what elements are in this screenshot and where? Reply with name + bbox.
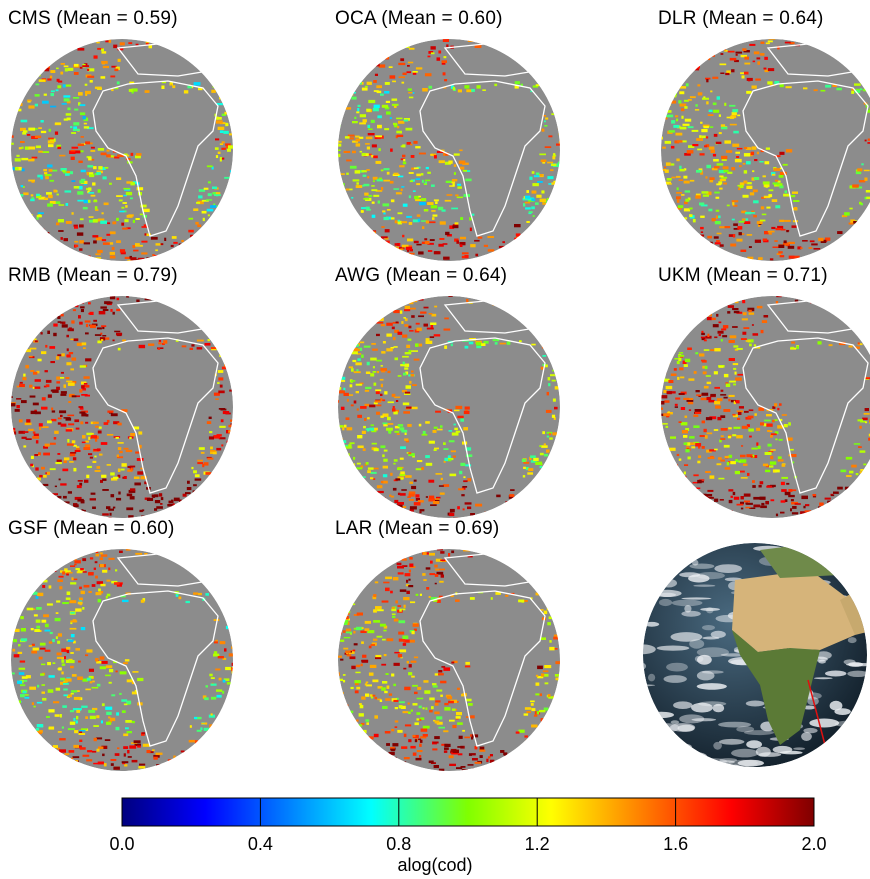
map-panel-dlr: DLR (Mean = 0.64) <box>658 8 870 261</box>
colorbar-tick-label: 0.4 <box>248 834 273 854</box>
map-panel-gsf: GSF (Mean = 0.60) <box>8 518 248 771</box>
map-panel-oca: OCA (Mean = 0.60) <box>335 8 575 261</box>
globe-map <box>338 39 560 261</box>
panel-title: OCA (Mean = 0.60) <box>335 8 503 29</box>
truecolor-globe-panel <box>640 540 870 770</box>
colorbar-bar <box>121 797 815 827</box>
map-panel-lar: LAR (Mean = 0.69) <box>335 518 575 771</box>
globe-map <box>338 296 560 518</box>
globe-map <box>11 39 233 261</box>
panel-title: UKM (Mean = 0.71) <box>658 265 828 286</box>
map-panel-rmb: RMB (Mean = 0.79) <box>8 265 248 518</box>
colorbar-tick-label: 1.2 <box>525 834 550 854</box>
panel-title: CMS (Mean = 0.59) <box>8 8 178 29</box>
globe-map <box>338 549 560 771</box>
colorbar-tick-label: 0.8 <box>386 834 411 854</box>
map-panel-cms: CMS (Mean = 0.59) <box>8 8 248 261</box>
panel-title: DLR (Mean = 0.64) <box>658 8 824 29</box>
globe-map <box>661 296 870 518</box>
colorbar-tick-label: 1.6 <box>663 834 688 854</box>
panel-title: AWG (Mean = 0.64) <box>335 265 508 286</box>
colorbar-tick-label: 0.0 <box>109 834 134 854</box>
map-panel-awg: AWG (Mean = 0.64) <box>335 265 575 518</box>
panel-title: RMB (Mean = 0.79) <box>8 265 178 286</box>
colorbar-title: alog(cod) <box>397 855 473 875</box>
globe-map <box>661 39 870 261</box>
map-panel-ukm: UKM (Mean = 0.71) <box>658 265 870 518</box>
truecolor-globe <box>643 543 867 767</box>
colorbar-tick-label: 2.0 <box>801 834 826 854</box>
globe-map <box>11 549 233 771</box>
panel-title: LAR (Mean = 0.69) <box>335 518 500 539</box>
panel-title: GSF (Mean = 0.60) <box>8 518 175 539</box>
globe-map <box>11 296 233 518</box>
